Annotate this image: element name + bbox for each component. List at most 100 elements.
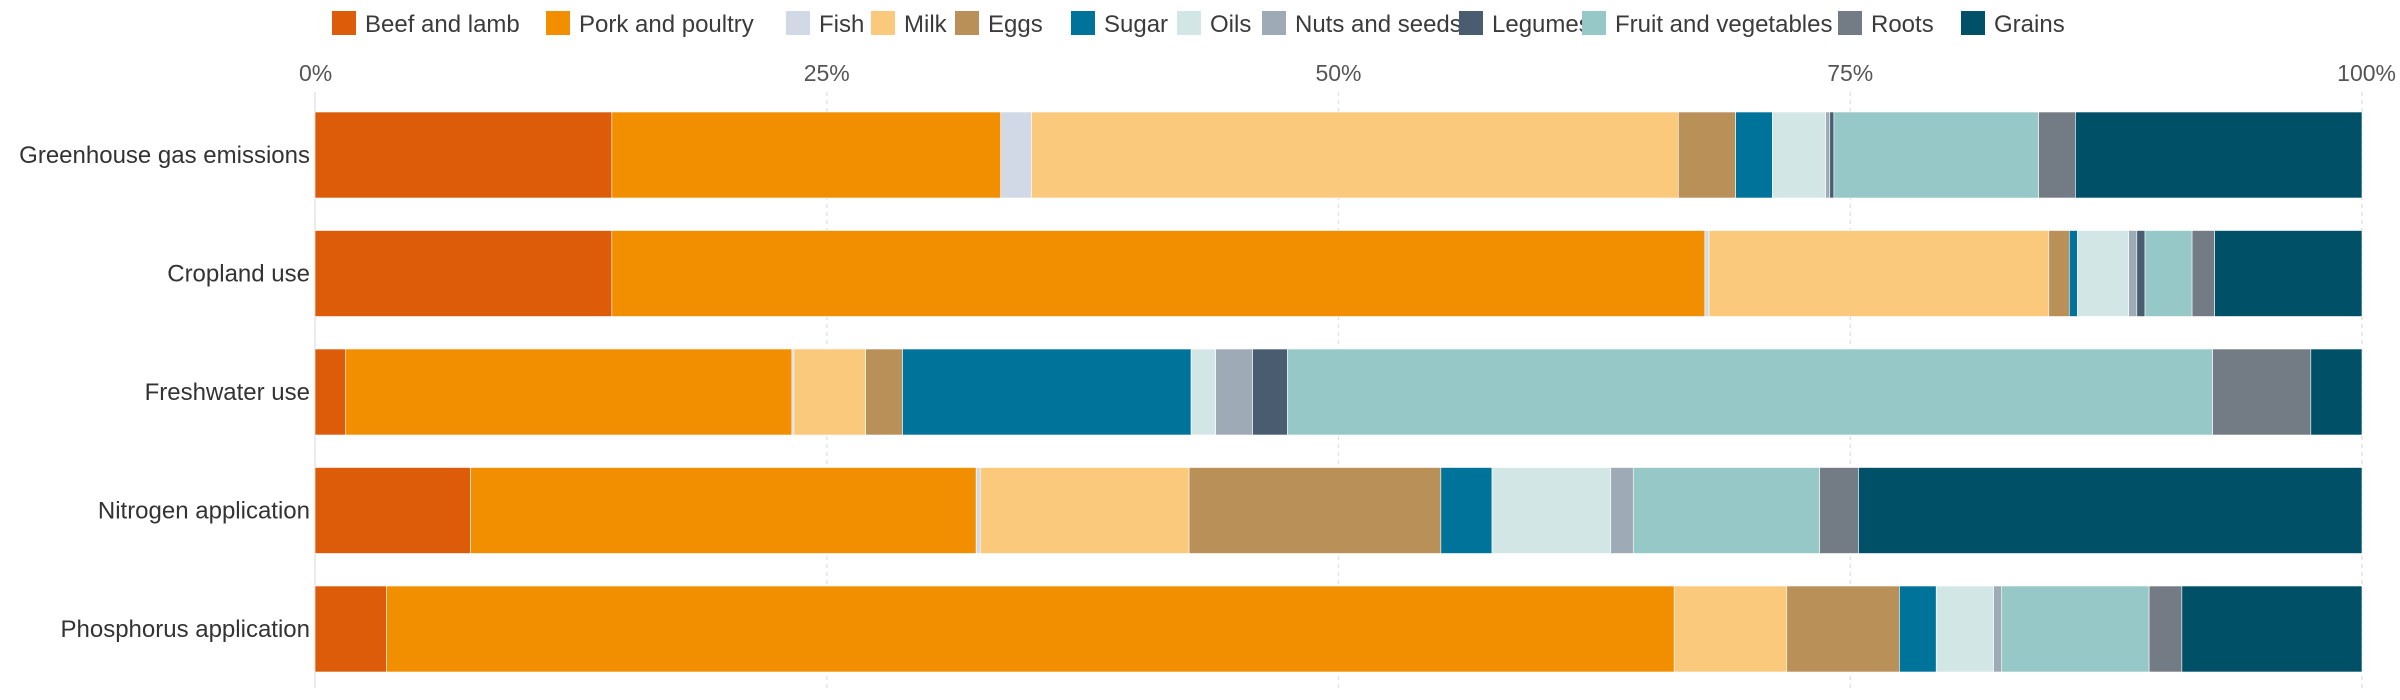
legend-label: Pork and poultry (579, 11, 754, 38)
bar-segment-fruit-and-vegetables (1287, 348, 2213, 436)
category-label-phosphorus-application: Phosphorus application (60, 616, 310, 643)
bar-segment-milk (1708, 230, 2050, 317)
bar-segment-milk (1673, 585, 1788, 673)
bar-segment-grains (2181, 585, 2363, 673)
legend-label: Legumes (1492, 11, 1591, 38)
bar-segment-sugar (1735, 111, 1773, 199)
bar-segment-milk (979, 467, 1190, 554)
bar-row-freshwater-use (314, 348, 2363, 436)
bar-segment-grains (2214, 230, 2363, 317)
legend-item-roots: Roots (1838, 11, 1934, 38)
bar-segment-fruit-and-vegetables (1632, 467, 1820, 554)
bar-segment-fish (975, 467, 981, 554)
legend-swatch (546, 11, 570, 35)
bar-segment-eggs (1678, 111, 1736, 199)
legend-label: Fish (819, 11, 864, 38)
bar-segment-nuts-and-seeds (1215, 348, 1253, 436)
bar-segment-beef-and-lamb (314, 467, 471, 554)
legend-item-legumes: Legumes (1459, 11, 1591, 38)
bar-segment-oils (1190, 348, 1216, 436)
bar-segment-fish (1704, 230, 1710, 317)
bar-segment-fruit-and-vegetables (1833, 111, 2039, 199)
x-tick-label: 100% (2337, 60, 2396, 86)
legend-item-sugar: Sugar (1071, 11, 1168, 38)
bar-segment-beef-and-lamb (314, 111, 613, 199)
bar-segment-oils (1935, 585, 1994, 673)
bar-segment-beef-and-lamb (314, 230, 613, 317)
legend-label: Milk (904, 11, 948, 38)
bar-segment-nuts-and-seeds (1610, 467, 1634, 554)
bar-segment-legumes (2136, 230, 2146, 317)
bar-segment-grains (1858, 467, 2363, 554)
bar-segment-sugar (1899, 585, 1937, 673)
bar-segment-oils (2077, 230, 2129, 317)
legend-label: Oils (1210, 11, 1251, 38)
category-labels: Greenhouse gas emissions Cropland use Fres… (19, 142, 310, 643)
legend-item-beef-and-lamb: Beef and lamb (332, 11, 520, 38)
x-axis-ticks: 0% 25% 50% 75% 100% (299, 60, 2396, 86)
legend-swatch (1582, 11, 1606, 35)
legend-swatch (332, 11, 356, 35)
bar-segment-legumes (1829, 111, 1835, 199)
legend-label: Nuts and seeds (1295, 11, 1462, 38)
bar-segment-sugar (902, 348, 1192, 436)
bar-segment-beef-and-lamb (314, 585, 387, 673)
bar-segment-pork-and-poultry (611, 230, 1706, 317)
bar-segment-roots (1819, 467, 1859, 554)
legend-label: Grains (1994, 11, 2065, 38)
legend-label: Eggs (988, 11, 1043, 38)
legend-swatch (1961, 11, 1985, 35)
legend-swatch (1459, 11, 1483, 35)
legend-swatch (786, 11, 810, 35)
bar-segment-milk (1031, 111, 1679, 199)
x-tick-label: 50% (1315, 60, 1361, 86)
bar-segment-sugar (2068, 230, 2078, 317)
bar-segment-roots (2212, 348, 2312, 436)
bar-segment-nuts-and-seeds (1825, 111, 1831, 199)
category-label-freshwater-use: Freshwater use (145, 379, 310, 406)
legend-item-grains: Grains (1961, 11, 2065, 38)
bar-segment-beef-and-lamb (314, 348, 347, 436)
bar-segment-roots (2148, 585, 2183, 673)
bar-segment-pork-and-poultry (470, 467, 977, 554)
category-label-nitrogen-application: Nitrogen application (98, 498, 310, 525)
bars (314, 111, 2363, 673)
bar-segment-nuts-and-seeds (2128, 230, 2138, 317)
legend-label: Sugar (1104, 11, 1168, 38)
bar-row-nitrogen-application (314, 467, 2363, 554)
bar-segment-fruit-and-vegetables (2144, 230, 2193, 317)
bar-segment-fruit-and-vegetables (2001, 585, 2150, 673)
bar-segment-grains (2075, 111, 2363, 199)
bar-segment-eggs (1188, 467, 1442, 554)
legend-swatch (1262, 11, 1286, 35)
legend-item-nuts-and-seeds: Nuts and seeds (1262, 11, 1462, 38)
legend: Beef and lamb Pork and poultry Fish Milk Egg… (332, 11, 2065, 38)
bar-segment-pork-and-poultry (611, 111, 1002, 199)
bar-segment-fish (1000, 111, 1032, 199)
bar-segment-pork-and-poultry (386, 585, 1675, 673)
legend-item-fruit-and-vegetables: Fruit and vegetables (1582, 11, 1832, 38)
x-tick-label: 75% (1827, 60, 1873, 86)
bar-segment-nuts-and-seeds (1993, 585, 2003, 673)
legend-item-pork-and-poultry: Pork and poultry (546, 11, 754, 38)
legend-swatch (1838, 11, 1862, 35)
bar-segment-eggs (865, 348, 903, 436)
legend-item-eggs: Eggs (955, 11, 1043, 38)
legend-label: Roots (1871, 11, 1934, 38)
bar-row-greenhouse-gas-emissions (314, 111, 2363, 199)
category-label-greenhouse-gas-emissions: Greenhouse gas emissions (19, 142, 310, 169)
bar-segment-eggs (1786, 585, 1900, 673)
bar-row-cropland-use (314, 230, 2363, 317)
legend-label: Beef and lamb (365, 11, 520, 38)
bar-segment-sugar (1440, 467, 1493, 554)
bar-segment-fish (791, 348, 795, 436)
bar-segment-grains (2310, 348, 2363, 436)
x-tick-label: 25% (804, 60, 850, 86)
bar-row-phosphorus-application (314, 585, 2363, 673)
legend-item-milk: Milk (871, 11, 948, 38)
category-label-cropland-use: Cropland use (167, 261, 310, 288)
bar-segment-legumes (1252, 348, 1288, 436)
bar-segment-roots (2038, 111, 2076, 199)
bar-segment-eggs (2048, 230, 2070, 317)
